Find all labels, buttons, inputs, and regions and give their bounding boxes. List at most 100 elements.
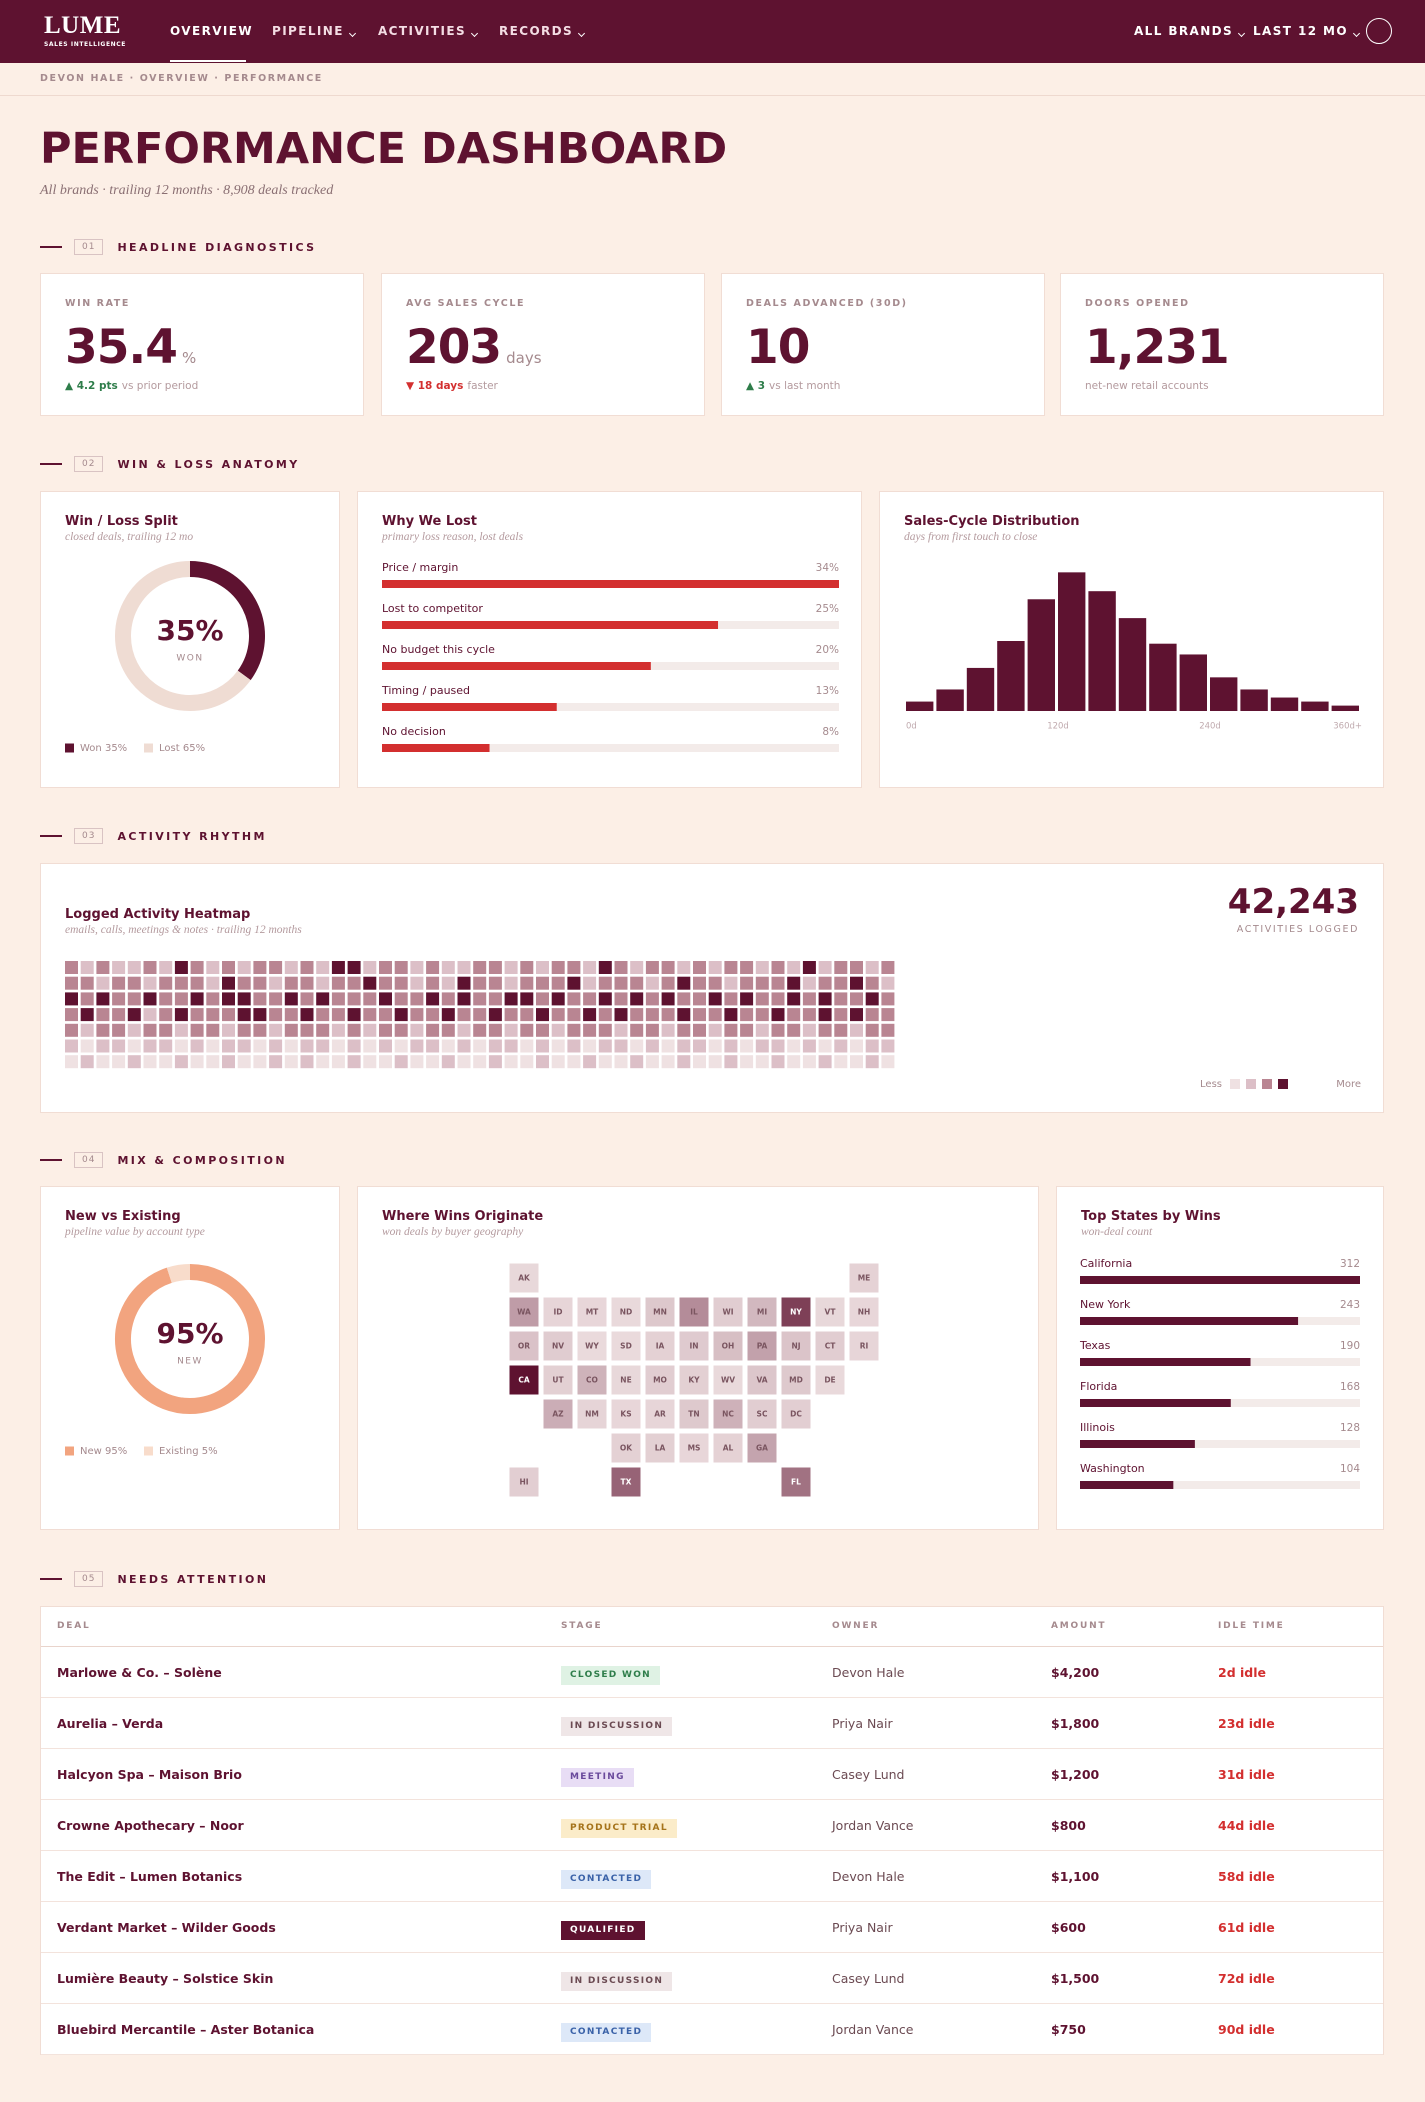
- table-row[interactable]: Marlowe & Co. – Solène CLOSED WON Devon Ha…: [41, 1647, 1383, 1698]
- heatmap-cell: [426, 976, 440, 990]
- heatmap-cell: [457, 1055, 471, 1069]
- heatmap-cell: [504, 1055, 518, 1069]
- heatmap-cell: [598, 961, 612, 974]
- heatmap-cell: [143, 1023, 157, 1037]
- heatmap-cell: [331, 1008, 345, 1022]
- cell: QUALIFIED: [561, 1902, 645, 1953]
- bar-value-label: 312: [1340, 1258, 1360, 1270]
- cell: PRODUCT TRIAL: [561, 1800, 677, 1851]
- state-tile: [849, 1297, 879, 1327]
- card-title: Where Wins Originate: [382, 1209, 544, 1224]
- heatmap-cell: [159, 992, 173, 1006]
- cell-owner: Devon Hale: [832, 1665, 905, 1680]
- heatmap-cell: [143, 1055, 157, 1069]
- kpi-note: vs last month: [769, 380, 841, 392]
- legend-name: Won: [80, 743, 102, 754]
- heatmap-cell: [441, 1055, 455, 1069]
- heatmap-cell: [143, 961, 157, 974]
- legend-value: 65%: [183, 743, 205, 754]
- heatmap-cell: [363, 1008, 377, 1022]
- heatmap-cell: [363, 976, 377, 990]
- heatmap-cell: [347, 992, 361, 1006]
- heatmap-cell: [787, 961, 801, 974]
- chart-card: 35% WON Won 35% Lost 65% Win / Loss Split c…: [40, 491, 340, 788]
- heatmap-cell: [363, 992, 377, 1006]
- nav-link[interactable]: PIPELINE: [272, 24, 355, 38]
- heatmap-cell: [473, 1023, 487, 1037]
- state-label: VT: [825, 1308, 837, 1317]
- heatmap-cell: [818, 976, 832, 990]
- heatmap-cell: [630, 992, 644, 1006]
- heatmap-cell: [253, 992, 267, 1006]
- state-tile: [781, 1297, 811, 1327]
- legend-swatch: [1246, 1079, 1256, 1089]
- state-label: NJ: [791, 1342, 800, 1351]
- filter[interactable]: ALL BRANDS: [1134, 24, 1244, 38]
- column-header: STAGE: [561, 1621, 603, 1631]
- nav-link[interactable]: RECORDS: [499, 24, 584, 38]
- cell-owner: Priya Nair: [832, 1716, 893, 1731]
- heatmap-cell: [850, 1023, 863, 1037]
- heatmap-cell: [740, 992, 754, 1006]
- nav-link[interactable]: OVERVIEW: [170, 24, 253, 38]
- avatar[interactable]: [1366, 18, 1392, 44]
- table-row[interactable]: Verdant Market – Wilder Goods QUALIFIED Pr…: [41, 1902, 1383, 1953]
- table-row[interactable]: Bluebird Mercantile – Aster Botanica CONT…: [41, 2004, 1383, 2055]
- legend-value: 5%: [202, 1446, 218, 1457]
- state-tile: [713, 1297, 743, 1327]
- legend-swatch: [1230, 1079, 1240, 1089]
- heatmap-cell: [865, 1008, 879, 1022]
- heatmap-cell: [269, 961, 283, 974]
- heatmap-cell: [661, 1055, 675, 1069]
- bar: [382, 662, 651, 670]
- bar: [1080, 1399, 1231, 1407]
- filter[interactable]: LAST 12 MO: [1253, 24, 1359, 38]
- bar-value-label: 8%: [822, 726, 839, 738]
- heatmap-cell: [331, 1023, 345, 1037]
- state-label: CT: [825, 1342, 837, 1351]
- heatmap-cell: [112, 1055, 126, 1069]
- state-label: AZ: [552, 1410, 564, 1419]
- heatmap-cell: [881, 1039, 895, 1053]
- table-row[interactable]: Crowne Apothecary – Noor PRODUCT TRIAL Jor…: [41, 1800, 1383, 1851]
- heatmap-cell: [379, 992, 392, 1006]
- heatmap-cell: [174, 976, 188, 990]
- chart: 95% NEW New 95% Existing 5%: [65, 1264, 265, 1457]
- nav-link[interactable]: ACTIVITIES: [378, 24, 477, 38]
- heatmap-cell: [677, 1008, 691, 1022]
- heatmap-cell: [96, 1039, 110, 1053]
- table-row[interactable]: The Edit – Lumen Botanics CONTACTED Devon …: [41, 1851, 1383, 1902]
- donut-center-value: 95%: [156, 1317, 223, 1350]
- heatmap-cell: [316, 976, 330, 990]
- table-row[interactable]: Lumière Beauty – Solstice Skin IN DISCUSS…: [41, 1953, 1383, 2004]
- heatmap-cell: [708, 976, 722, 990]
- heatmap-cell: [645, 992, 659, 1006]
- heatmap-cell: [112, 1039, 126, 1053]
- state-label: TX: [621, 1478, 632, 1487]
- x-tick-label: 240d: [1199, 722, 1221, 732]
- cell-deal: Aurelia – Verda: [57, 1716, 164, 1731]
- heatmap-cell: [724, 1008, 738, 1022]
- table-row[interactable]: Aurelia – Verda IN DISCUSSION Priya Nair $1…: [41, 1698, 1383, 1749]
- card-title: Sales-Cycle Distribution: [904, 514, 1080, 529]
- table-row[interactable]: Halcyon Spa – Maison Brio MEETING Casey Lu…: [41, 1749, 1383, 1800]
- heatmap-cell: [96, 1055, 110, 1069]
- heatmap-cell: [818, 1023, 832, 1037]
- heatmap-cell: [457, 961, 471, 974]
- legend-swatch: [1278, 1079, 1288, 1089]
- heatmap-cell: [159, 1039, 173, 1053]
- x-tick-label: 120d: [1047, 722, 1069, 732]
- heatmap-cell: [457, 992, 471, 1006]
- heatmap-cell: [755, 976, 769, 990]
- brand: LUME: [44, 12, 121, 39]
- kpi-unit: days: [506, 349, 542, 367]
- heatmap-cell: [269, 1055, 283, 1069]
- legend-swatch: [65, 1446, 74, 1456]
- heatmap-cell: [708, 1008, 722, 1022]
- state-tile: [679, 1331, 709, 1361]
- heatmap-cell: [316, 1008, 330, 1022]
- heatmap-cell: [834, 992, 848, 1006]
- heatmap-cell: [473, 1055, 487, 1069]
- heatmap-cell: [441, 961, 455, 974]
- state-label: ME: [858, 1274, 871, 1283]
